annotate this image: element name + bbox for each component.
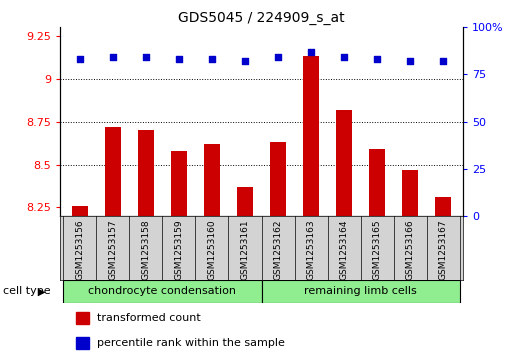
Text: GSM1253158: GSM1253158 [141,219,151,280]
Text: GSM1253163: GSM1253163 [306,219,315,280]
Text: GSM1253162: GSM1253162 [274,219,282,280]
Point [208,56,216,62]
Text: transformed count: transformed count [97,313,201,323]
Point [109,54,117,60]
Text: GSM1253161: GSM1253161 [241,219,249,280]
Text: GSM1253167: GSM1253167 [439,219,448,280]
Text: remaining limb cells: remaining limb cells [304,286,417,296]
Point [406,58,414,64]
Text: GSM1253157: GSM1253157 [108,219,118,280]
Bar [237,187,253,216]
Bar [170,151,187,216]
Text: cell type: cell type [3,286,50,296]
Bar [435,197,451,216]
Text: GSM1253159: GSM1253159 [175,219,184,280]
Point [307,49,315,55]
Bar [402,170,418,216]
Text: GSM1253160: GSM1253160 [208,219,217,280]
Text: GSM1253165: GSM1253165 [372,219,382,280]
Text: GSM1253156: GSM1253156 [75,219,84,280]
Bar [105,127,121,216]
Title: GDS5045 / 224909_s_at: GDS5045 / 224909_s_at [178,11,345,25]
Bar [204,144,220,216]
FancyBboxPatch shape [63,280,262,303]
Bar [76,337,89,349]
Point [439,58,447,64]
Point [274,54,282,60]
Bar [138,130,154,216]
Point [76,56,84,62]
Point [175,56,183,62]
Text: ▶: ▶ [38,286,45,296]
Point [142,54,150,60]
FancyBboxPatch shape [262,280,460,303]
Bar [336,110,353,216]
Text: GSM1253166: GSM1253166 [405,219,415,280]
Text: GSM1253164: GSM1253164 [339,219,348,280]
Text: chondrocyte condensation: chondrocyte condensation [88,286,236,296]
Bar [72,206,88,216]
Bar [76,312,89,325]
Text: percentile rank within the sample: percentile rank within the sample [97,338,285,348]
Bar [270,142,286,216]
Bar [303,56,319,216]
Point [373,56,381,62]
Point [340,54,348,60]
Point [241,58,249,64]
Bar [369,149,385,216]
